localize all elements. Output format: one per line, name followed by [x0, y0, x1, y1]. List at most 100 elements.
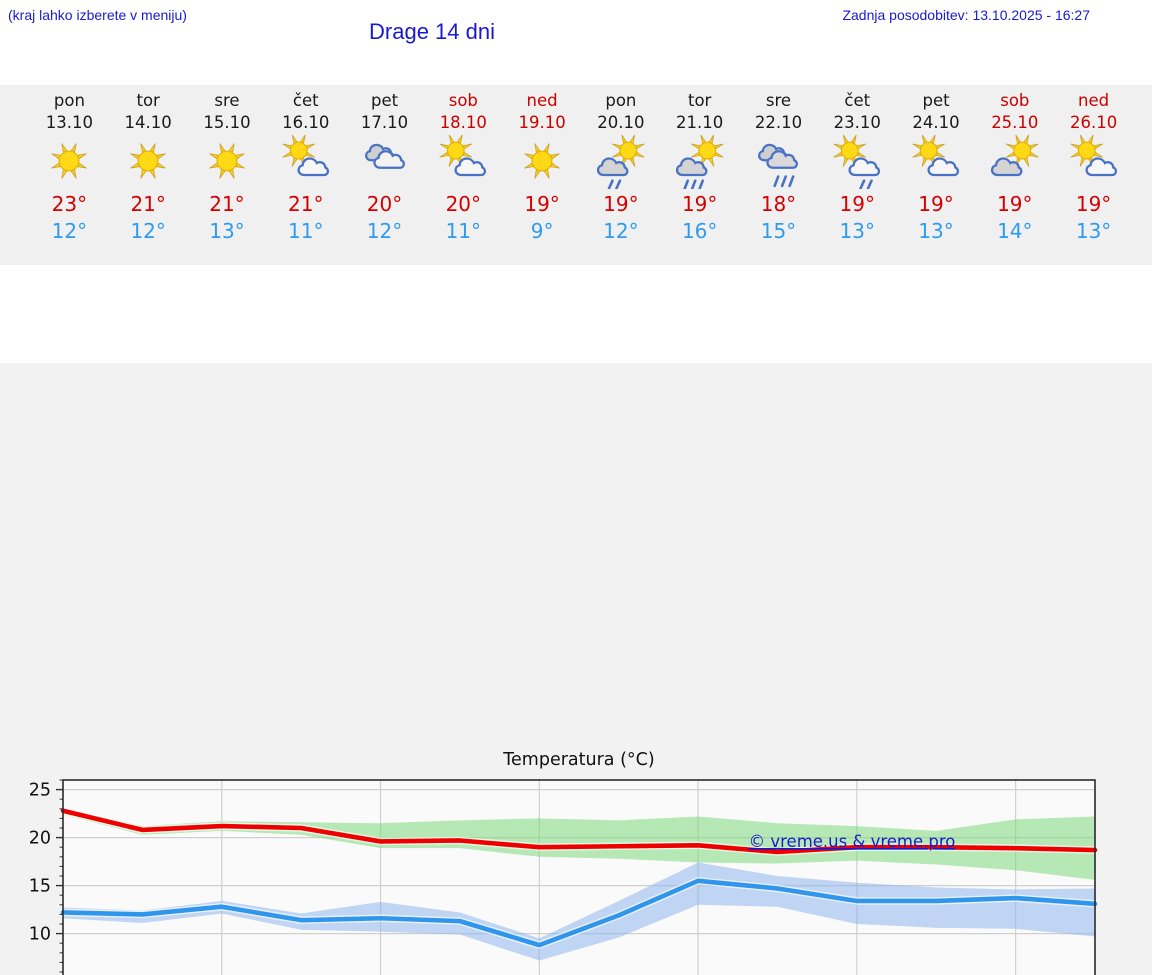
day-name: sre [214, 91, 240, 110]
weather-icon [364, 143, 405, 169]
day-max-temp: 19° [918, 192, 954, 216]
watermark-link[interactable]: © vreme.us & vreme.pro [749, 832, 956, 851]
sun-icon [524, 143, 560, 179]
day-name: sob [448, 91, 478, 110]
day-column-22.10: sre 22.10 18° 15° [739, 85, 818, 265]
menu-hint-text: (kraj lahko izberete v meniju) [8, 7, 187, 23]
day-min-temp: 12° [366, 219, 403, 243]
rain-icon [682, 179, 704, 189]
weather-icon [912, 135, 960, 177]
day-name: tor [687, 91, 712, 110]
weather-icon [130, 143, 166, 179]
cloud-icon [454, 157, 487, 177]
day-max-temp: 18° [760, 192, 797, 216]
max-temp-line [60, 808, 1098, 855]
weather-icon [209, 143, 245, 179]
day-max-temp: 19° [997, 192, 1033, 216]
page-title: Drage 14 dni [369, 19, 495, 44]
day-date: 24.10 [912, 113, 960, 132]
sun-icon [130, 143, 166, 179]
day-min-temp: 12° [603, 219, 639, 243]
temp-ytick-label: 25 [29, 781, 51, 801]
weather-icon [1070, 135, 1117, 177]
day-min-temp: 11° [445, 219, 482, 243]
day-min-temp: 16° [681, 219, 718, 243]
day-date: 20.10 [597, 113, 645, 132]
day-min-temp: 12° [51, 219, 88, 243]
weather-icon [524, 143, 560, 179]
day-date: 18.10 [439, 113, 487, 132]
temp-ytick-label: 20 [29, 829, 51, 849]
day-name: sob [1000, 91, 1030, 110]
sun-icon [912, 135, 946, 167]
day-name: pet [370, 91, 399, 110]
weather-icon [439, 135, 487, 177]
day-column-16.10: čet 16.10 21° 11° [266, 85, 345, 265]
day-name: čet [292, 91, 319, 110]
day-column-18.10: sob 18.10 20° 11° [424, 85, 503, 265]
cloud-icon [848, 157, 881, 177]
sun-icon [209, 143, 245, 179]
day-min-temp: 11° [288, 219, 324, 243]
day-column-17.10: pet 17.10 20° 12° [345, 85, 424, 265]
cloud-icon [596, 157, 629, 177]
last-update-text: Zadnja posodobitev: 13.10.2025 - 16:27 [842, 7, 1090, 23]
min-temp-range-band [63, 862, 1095, 961]
day-max-temp: 23° [51, 192, 88, 216]
day-max-temp: 20° [445, 192, 482, 216]
day-date: 23.10 [833, 113, 881, 132]
day-name: pet [922, 91, 950, 110]
temperature-chart: 10 15 20 25 © vreme.us & vreme.pro [29, 779, 1098, 975]
day-max-temp: 19° [681, 192, 718, 216]
day-date: 17.10 [360, 113, 409, 132]
sun-icon [282, 135, 315, 167]
day-name: tor [136, 91, 160, 110]
day-max-temp: 21° [130, 192, 166, 216]
day-column-23.10: čet 23.10 19° 13° [818, 85, 897, 265]
weather-icon [833, 135, 881, 189]
day-column-20.10: pon 20.10 19° 12° [581, 85, 660, 265]
day-max-temp: 19° [1075, 192, 1112, 216]
sun-icon [690, 135, 724, 167]
weather-icon [758, 143, 799, 188]
day-min-temp: 13° [918, 219, 954, 243]
day-max-temp: 20° [366, 192, 403, 216]
day-date: 15.10 [203, 113, 251, 132]
day-date: 22.10 [754, 113, 803, 132]
day-min-temp: 15° [760, 219, 797, 243]
rain-icon [773, 175, 795, 188]
day-column-14.10: tor 14.10 21° 12° [109, 85, 188, 265]
day-max-temp: 19° [839, 192, 875, 216]
min-temp-line [60, 878, 1098, 948]
day-date: 25.10 [991, 113, 1039, 132]
day-date: 13.10 [45, 113, 94, 132]
day-min-temp: 13° [1075, 219, 1112, 243]
day-column-15.10: sre 15.10 21° 13° [188, 85, 267, 265]
day-max-temp: 21° [209, 192, 245, 216]
day-column-24.10: pet 24.10 19° 13° [897, 85, 976, 265]
temp-ytick-label: 10 [29, 925, 51, 945]
rain-icon [859, 179, 874, 189]
day-date: 14.10 [124, 113, 172, 132]
cloud-icon [675, 157, 708, 177]
weather-icon [282, 135, 329, 177]
temperature-chart-title: Temperatura (°C) [503, 750, 655, 770]
temp-ytick-label: 15 [29, 877, 51, 897]
day-name: pon [605, 91, 637, 110]
day-date: 16.10 [282, 113, 330, 132]
day-name: ned [1078, 91, 1110, 110]
day-name: pon [53, 91, 85, 110]
day-min-temp: 13° [209, 219, 245, 243]
weather-icon [51, 143, 88, 179]
day-name: čet [844, 91, 871, 110]
sun-icon [833, 135, 867, 167]
cloud-icon [927, 157, 960, 177]
weather-icon [596, 135, 645, 189]
cloud-icon [1085, 157, 1117, 177]
day-date: 21.10 [676, 113, 724, 132]
day-column-21.10: tor 21.10 19° 16° [660, 85, 739, 265]
day-column-26.10: ned 26.10 19° 13° [1054, 85, 1133, 265]
rain-icon [607, 179, 622, 189]
sun-icon [51, 143, 88, 179]
day-min-temp: 13° [839, 219, 875, 243]
